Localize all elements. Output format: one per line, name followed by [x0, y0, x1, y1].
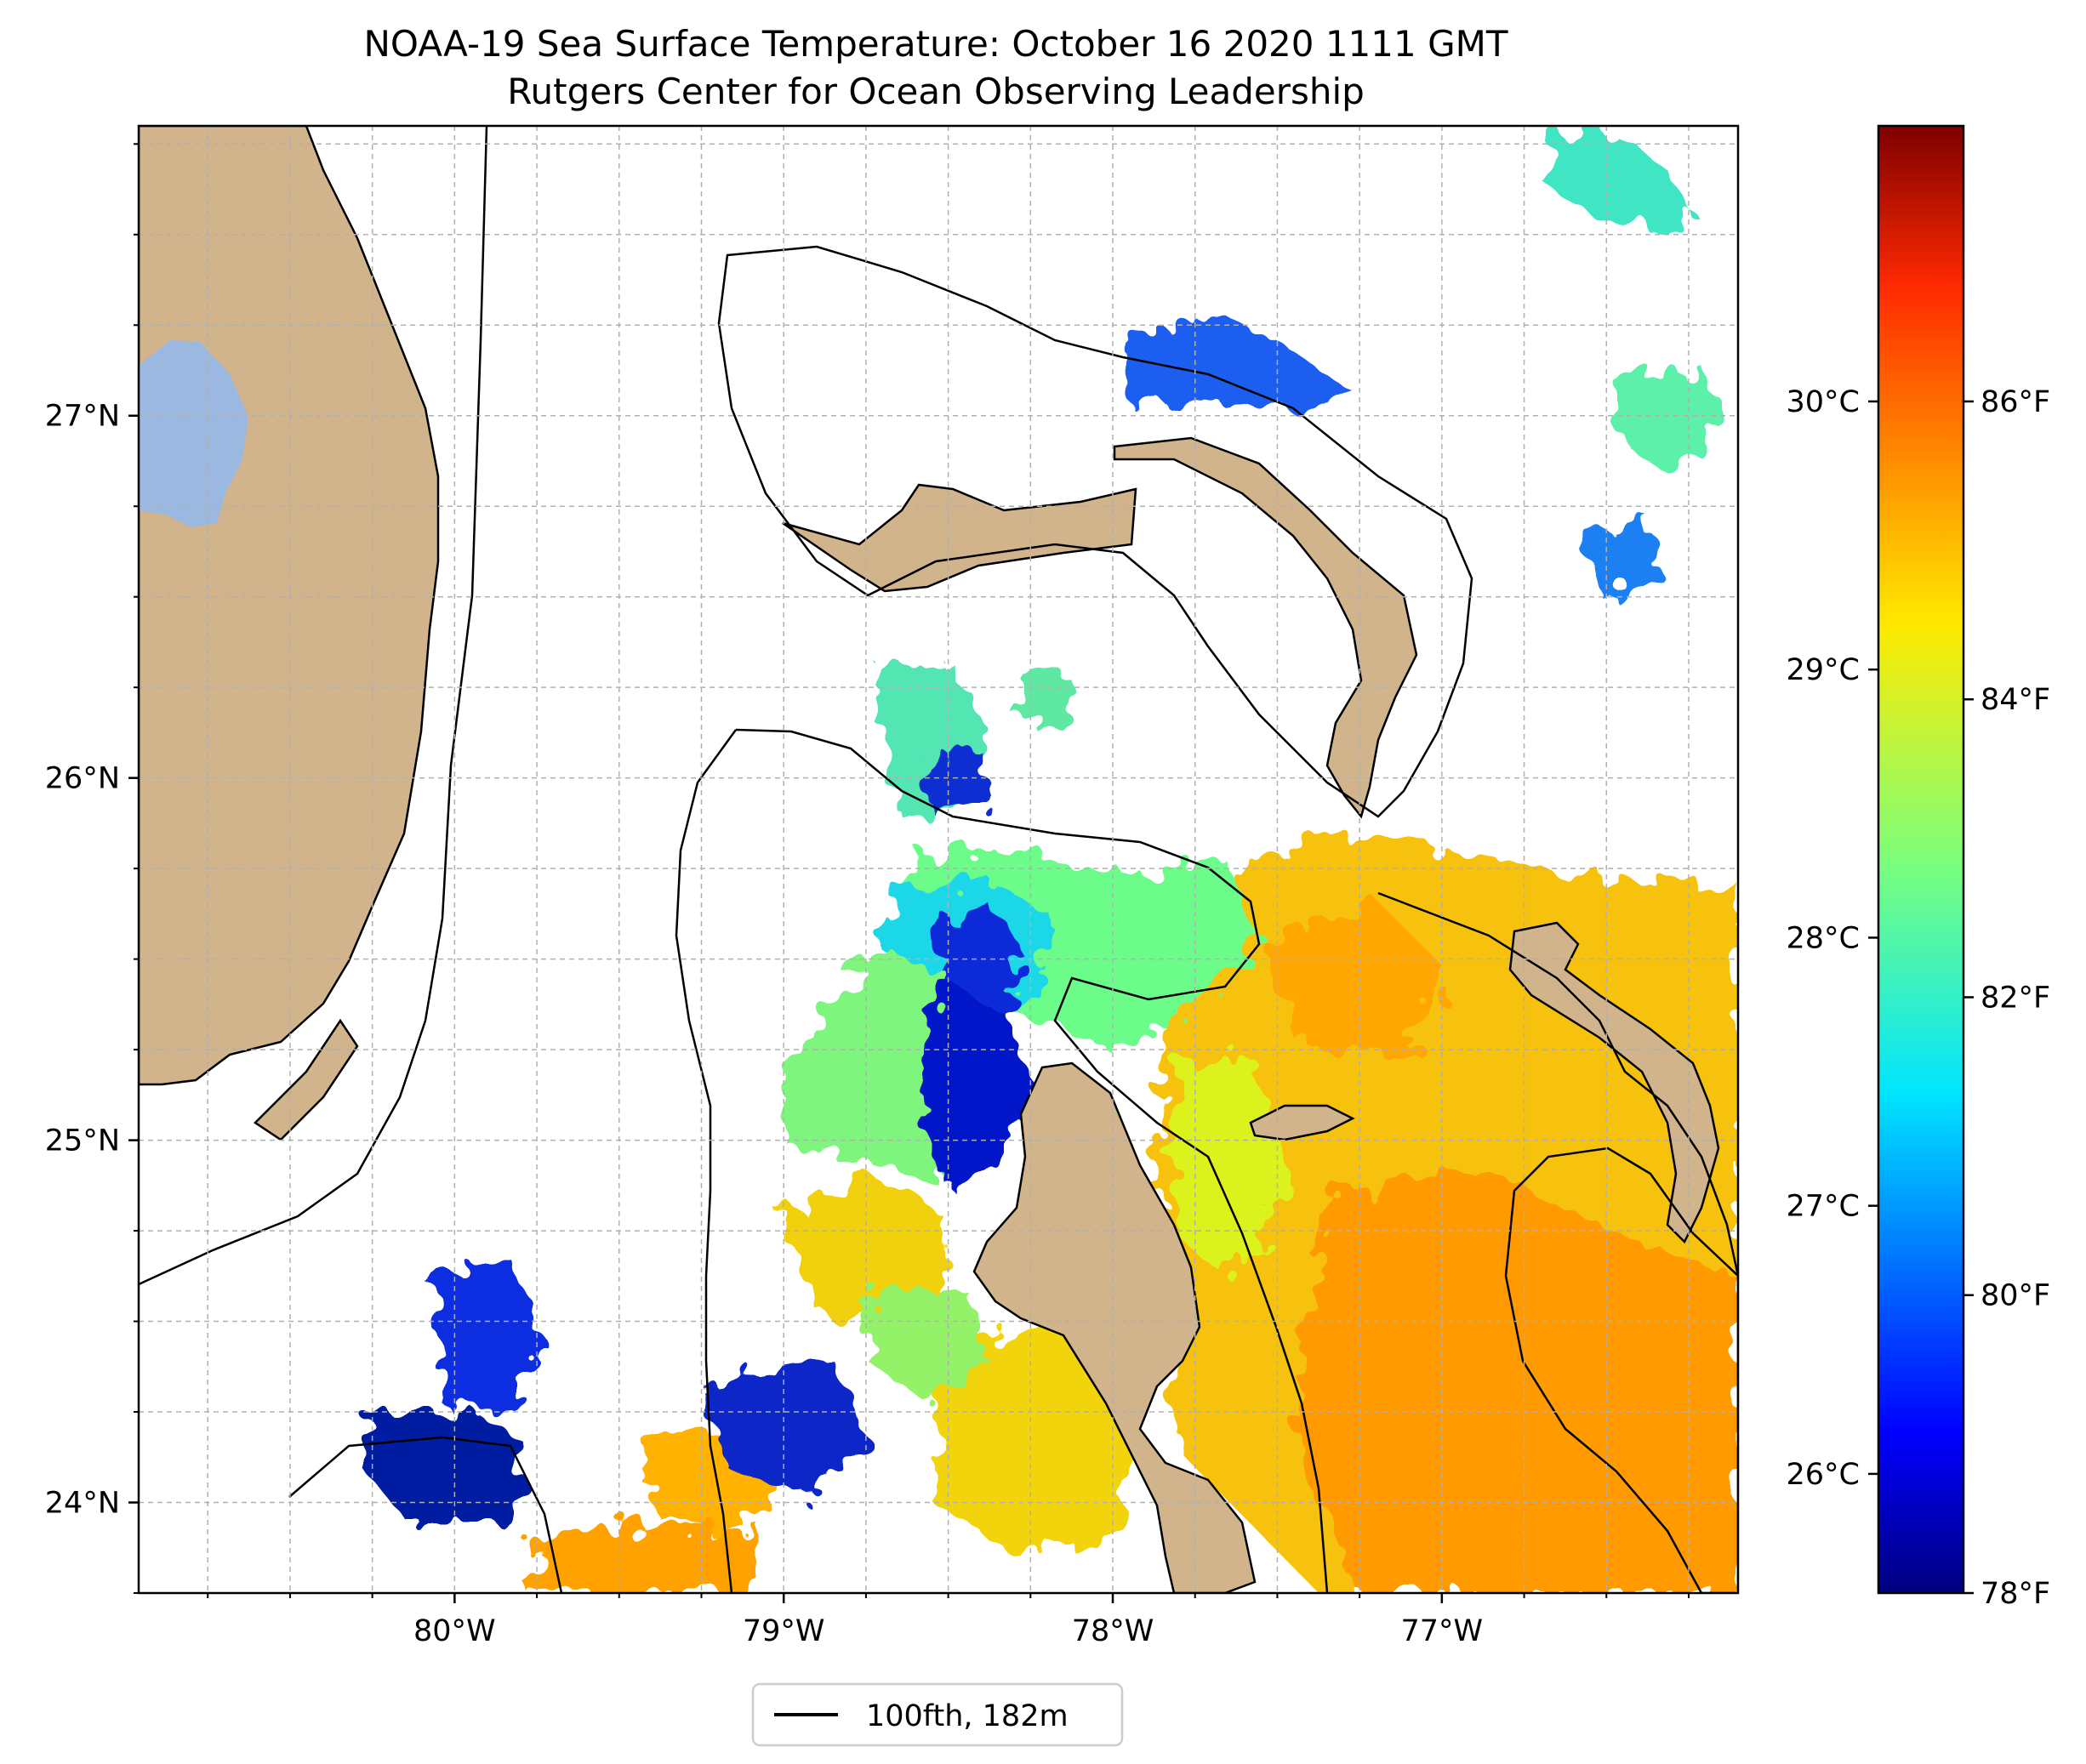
lon-tick-label: 77°W [1401, 1614, 1484, 1648]
colorbar-fahrenheit-label: 86°F [1981, 385, 2050, 419]
sst-patch-south-blue [698, 1361, 868, 1497]
sst-patch-yellow-mid [1174, 1055, 1293, 1276]
abaco-land [1113, 436, 1418, 819]
sst-patch-abaco [1123, 315, 1361, 408]
sst-patch-mid-north-blue [919, 748, 995, 817]
sst-patch-south-green [868, 1284, 987, 1403]
sst-data-layer [366, 128, 1738, 1593]
contour-great-bahama-bank [735, 728, 1329, 1593]
sst-patch-sw-blue [366, 1412, 527, 1522]
sst-patch-sw-orange [527, 1522, 766, 1593]
colorbar-fahrenheit-label: 82°F [1981, 981, 2050, 1015]
lat-tick-label: 25°N [45, 1124, 120, 1158]
colorbar-celsius-label: 28°C [1787, 921, 1860, 955]
colorbar: 26°C 27°C 28°C 29°C 30°C 78°F 80°F 82°F 84°F 86°… [1787, 124, 2050, 1611]
andros-land [972, 1061, 1257, 1593]
contour-great-bahama-bank-west [675, 729, 738, 1593]
colorbar-celsius-ticks: 26°C 27°C 28°C 29°C 30°C [1787, 385, 1878, 1492]
colorbar-celsius-label: 26°C [1787, 1458, 1860, 1492]
colorbar-fahrenheit-label: 84°F [1981, 683, 2050, 717]
sst-patch-ne-small1 [1616, 366, 1727, 476]
sst-patch-north-ne [1548, 128, 1701, 230]
longitude-ticks: 80°W 79°W 78°W 77°W [207, 1593, 1690, 1648]
sst-patch-blue-central [936, 910, 1029, 1012]
colorbar-celsius-label: 30°C [1787, 385, 1860, 419]
map-frame [137, 124, 1740, 1595]
lon-tick-label: 80°W [413, 1614, 496, 1648]
lon-tick-label: 78°W [1072, 1614, 1154, 1648]
latitude-ticks: 27°N 26°N 25°N 24°N [45, 143, 139, 1594]
eleuthera-land [1508, 921, 1720, 1244]
grand-bahama-land [782, 483, 1137, 593]
legend-box [751, 1682, 1124, 1747]
sst-patch-sw-blue2 [434, 1259, 544, 1412]
contour-tongue-of-ocean [1377, 891, 1738, 1277]
sst-patch-ne-small2 [1582, 519, 1659, 595]
contour-florida-shelf [139, 126, 488, 1286]
lon-tick-label: 79°W [743, 1614, 825, 1648]
contour-exuma-sound [1504, 1147, 1738, 1593]
map-gridlines [139, 126, 1738, 1593]
sst-patch-orange-center [1259, 902, 1446, 1055]
colorbar-fahrenheit-label: 78°F [1981, 1577, 2050, 1611]
bathymetry-contours [139, 126, 1738, 1593]
new-providence-land [1249, 1104, 1355, 1141]
colorbar-gradient [1877, 124, 1965, 1595]
map-title-line2: Rutgers Center for Ocean Observing Leade… [507, 71, 1365, 112]
lat-tick-label: 27°N [45, 400, 120, 434]
sst-patch-small-north [1021, 672, 1072, 731]
colorbar-fahrenheit-label: 80°F [1981, 1279, 2050, 1313]
colorbar-celsius-label: 29°C [1787, 653, 1860, 687]
contour-little-bahama-bank [717, 245, 1473, 818]
lat-tick-label: 26°N [45, 762, 120, 796]
lat-tick-label: 24°N [45, 1487, 120, 1521]
map-panel: 27°N 26°N 25°N 24°N 80°W 79°W 78°W 77°W [45, 124, 1740, 1648]
contour-cay-sal [288, 1436, 563, 1593]
colorbar-celsius-label: 27°C [1787, 1190, 1860, 1224]
sst-patch-south-yellow [936, 1327, 1140, 1556]
legend-label: 100fth, 182m [866, 1699, 1069, 1733]
map-title-line1: NOAA-19 Sea Surface Temperature: October… [363, 23, 1508, 65]
sst-patch-orange-east [1293, 1174, 1738, 1593]
colorbar-fahrenheit-ticks: 78°F 80°F 82°F 84°F 86°F [1963, 385, 2050, 1611]
lake-okeechobee [139, 340, 248, 527]
legend: 100fth, 182m [751, 1682, 1124, 1747]
